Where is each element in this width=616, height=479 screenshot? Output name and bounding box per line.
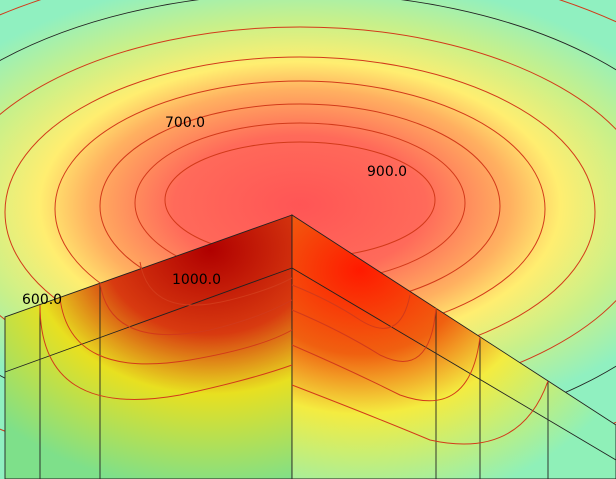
contour-label: 900.0 bbox=[367, 164, 407, 180]
page: 700.0 900.0 1000.0 600.0 (() => { const … bbox=[0, 0, 616, 479]
contour-label: 1000.0 bbox=[172, 272, 221, 288]
contour-plot: 700.0 900.0 1000.0 600.0 bbox=[0, 0, 616, 479]
contour-label: 600.0 bbox=[22, 292, 62, 308]
contour-label: 700.0 bbox=[165, 115, 205, 131]
